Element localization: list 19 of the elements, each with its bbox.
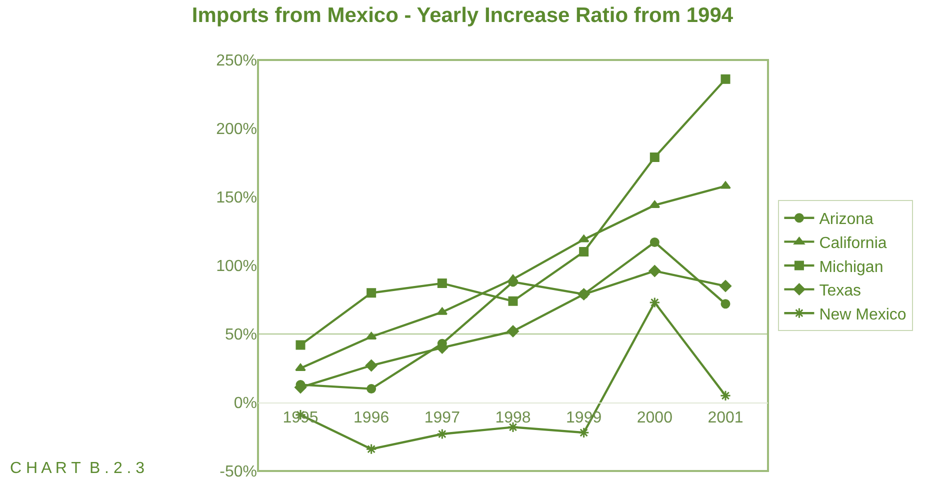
x-tick-label: 1998: [495, 410, 531, 427]
y-tick-label: 250%: [216, 52, 257, 70]
text: C H A R T B . 2 . 3: [10, 460, 145, 477]
legend-label: Arizona: [819, 211, 874, 228]
x-tick-label: 1996: [354, 410, 390, 427]
chart-title: Imports from Mexico - Yearly Increase Ratio from 1994: [192, 4, 734, 28]
legend-label: Michigan: [819, 258, 884, 276]
y-tick-label: 100%: [216, 258, 257, 276]
x-tick-label: 2000: [636, 410, 673, 427]
y-tick-label: 200%: [216, 121, 257, 138]
y-tick-label: 50%: [224, 326, 257, 344]
y-tick-label: 150%: [216, 190, 257, 207]
legend-label: California: [819, 234, 887, 252]
y-tick-label: -50%: [220, 464, 257, 481]
legend-label: New Mexico: [819, 306, 906, 324]
legend-label: Texas: [819, 282, 861, 300]
x-tick-label: 1997: [424, 410, 460, 427]
x-tick-label: 2001: [708, 410, 744, 427]
y-tick-label: 0%: [234, 395, 257, 412]
